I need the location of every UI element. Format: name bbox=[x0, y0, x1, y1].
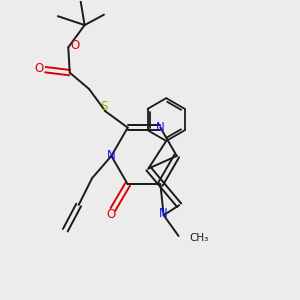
Text: N: N bbox=[107, 149, 116, 162]
Text: CH₃: CH₃ bbox=[189, 233, 208, 243]
Text: S: S bbox=[100, 100, 108, 113]
Text: O: O bbox=[70, 38, 80, 52]
Text: N: N bbox=[156, 121, 165, 134]
Text: O: O bbox=[107, 208, 116, 221]
Text: O: O bbox=[34, 62, 44, 75]
Text: N: N bbox=[159, 207, 168, 220]
